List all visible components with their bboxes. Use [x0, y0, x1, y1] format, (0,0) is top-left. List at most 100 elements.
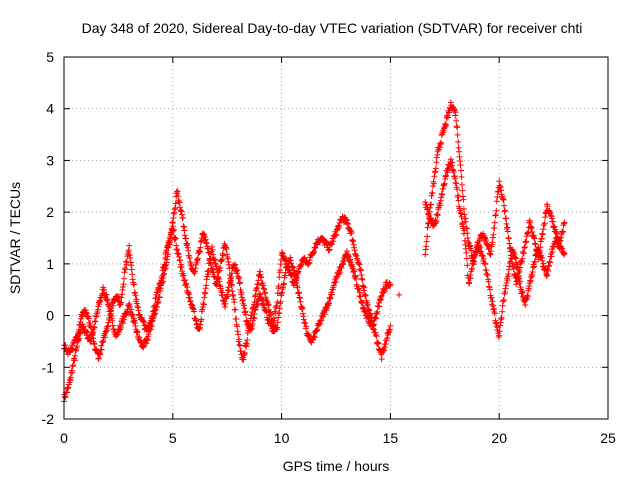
data-point	[546, 259, 553, 266]
data-point	[120, 275, 127, 282]
data-point	[553, 234, 560, 241]
data-point	[468, 247, 475, 254]
data-point	[258, 274, 265, 281]
data-point	[220, 252, 227, 259]
data-points-layer	[61, 99, 568, 405]
data-point	[237, 342, 244, 349]
data-point	[561, 250, 568, 257]
data-point	[467, 275, 474, 282]
data-point	[267, 311, 274, 318]
data-point	[359, 299, 366, 306]
x-tick-label: 5	[169, 430, 177, 446]
data-point	[275, 283, 282, 290]
data-point	[454, 186, 461, 193]
data-point	[294, 284, 301, 291]
data-point	[232, 306, 239, 313]
data-point	[151, 302, 158, 309]
data-point	[290, 264, 297, 271]
data-point	[122, 266, 129, 273]
grid-layer	[64, 57, 608, 419]
data-point	[103, 291, 110, 298]
data-point	[75, 326, 82, 333]
data-point	[423, 238, 430, 245]
data-point	[180, 272, 187, 279]
data-point	[506, 240, 513, 247]
data-point	[443, 172, 450, 179]
data-point	[438, 139, 445, 146]
x-tick-label: 25	[600, 430, 616, 446]
data-point	[561, 219, 568, 226]
data-point	[120, 281, 127, 288]
data-point	[281, 280, 288, 287]
data-point	[184, 284, 191, 291]
data-point	[311, 334, 318, 341]
data-point	[519, 255, 526, 262]
data-point	[514, 264, 521, 271]
data-point	[424, 233, 431, 240]
data-point	[353, 275, 360, 282]
data-point	[274, 290, 281, 297]
y-tick-label: 0	[46, 308, 54, 324]
data-point	[274, 324, 281, 331]
data-point	[458, 181, 465, 188]
data-point	[373, 333, 380, 340]
data-point	[428, 201, 435, 208]
data-point	[291, 267, 298, 274]
data-point	[263, 308, 270, 315]
data-point	[361, 284, 368, 291]
data-point	[170, 227, 177, 234]
data-point	[343, 248, 350, 255]
data-point	[449, 159, 456, 166]
data-point	[521, 244, 528, 251]
data-point	[292, 270, 299, 277]
data-point	[200, 301, 207, 308]
y-tick-label: -2	[42, 411, 55, 427]
data-point	[375, 340, 382, 347]
data-point	[531, 258, 538, 265]
data-point	[364, 301, 371, 308]
data-point	[70, 362, 77, 369]
data-point	[119, 320, 126, 327]
data-point	[330, 238, 337, 245]
data-point	[455, 138, 462, 145]
data-point	[376, 303, 383, 310]
data-point	[455, 192, 462, 199]
data-point	[129, 311, 136, 318]
data-point	[118, 324, 125, 331]
data-point	[321, 311, 328, 318]
data-point	[458, 213, 465, 220]
data-point	[520, 250, 527, 257]
data-point	[516, 278, 523, 285]
data-point	[271, 317, 278, 324]
data-point	[496, 328, 503, 335]
data-point	[80, 323, 87, 330]
data-point	[241, 349, 248, 356]
data-point	[372, 315, 379, 322]
data-point	[539, 231, 546, 238]
data-point	[201, 231, 208, 238]
data-point	[232, 261, 239, 268]
data-point	[501, 297, 508, 304]
data-point	[159, 272, 166, 279]
data-point	[387, 281, 394, 288]
data-point	[297, 298, 304, 305]
data-point	[332, 278, 339, 285]
x-tick-label: 15	[383, 430, 399, 446]
data-point	[482, 261, 489, 268]
data-point	[236, 336, 243, 343]
data-point	[454, 124, 461, 131]
data-point	[434, 212, 441, 219]
data-point	[100, 284, 107, 291]
data-point	[432, 165, 439, 172]
data-point	[524, 293, 531, 300]
data-point	[456, 148, 463, 155]
data-point	[179, 214, 186, 221]
data-point	[378, 356, 385, 363]
data-point	[455, 197, 462, 204]
data-point	[494, 194, 501, 201]
data-point	[277, 267, 284, 274]
data-point	[499, 308, 506, 315]
data-point	[548, 253, 555, 260]
data-point	[131, 281, 138, 288]
data-point	[337, 269, 344, 276]
